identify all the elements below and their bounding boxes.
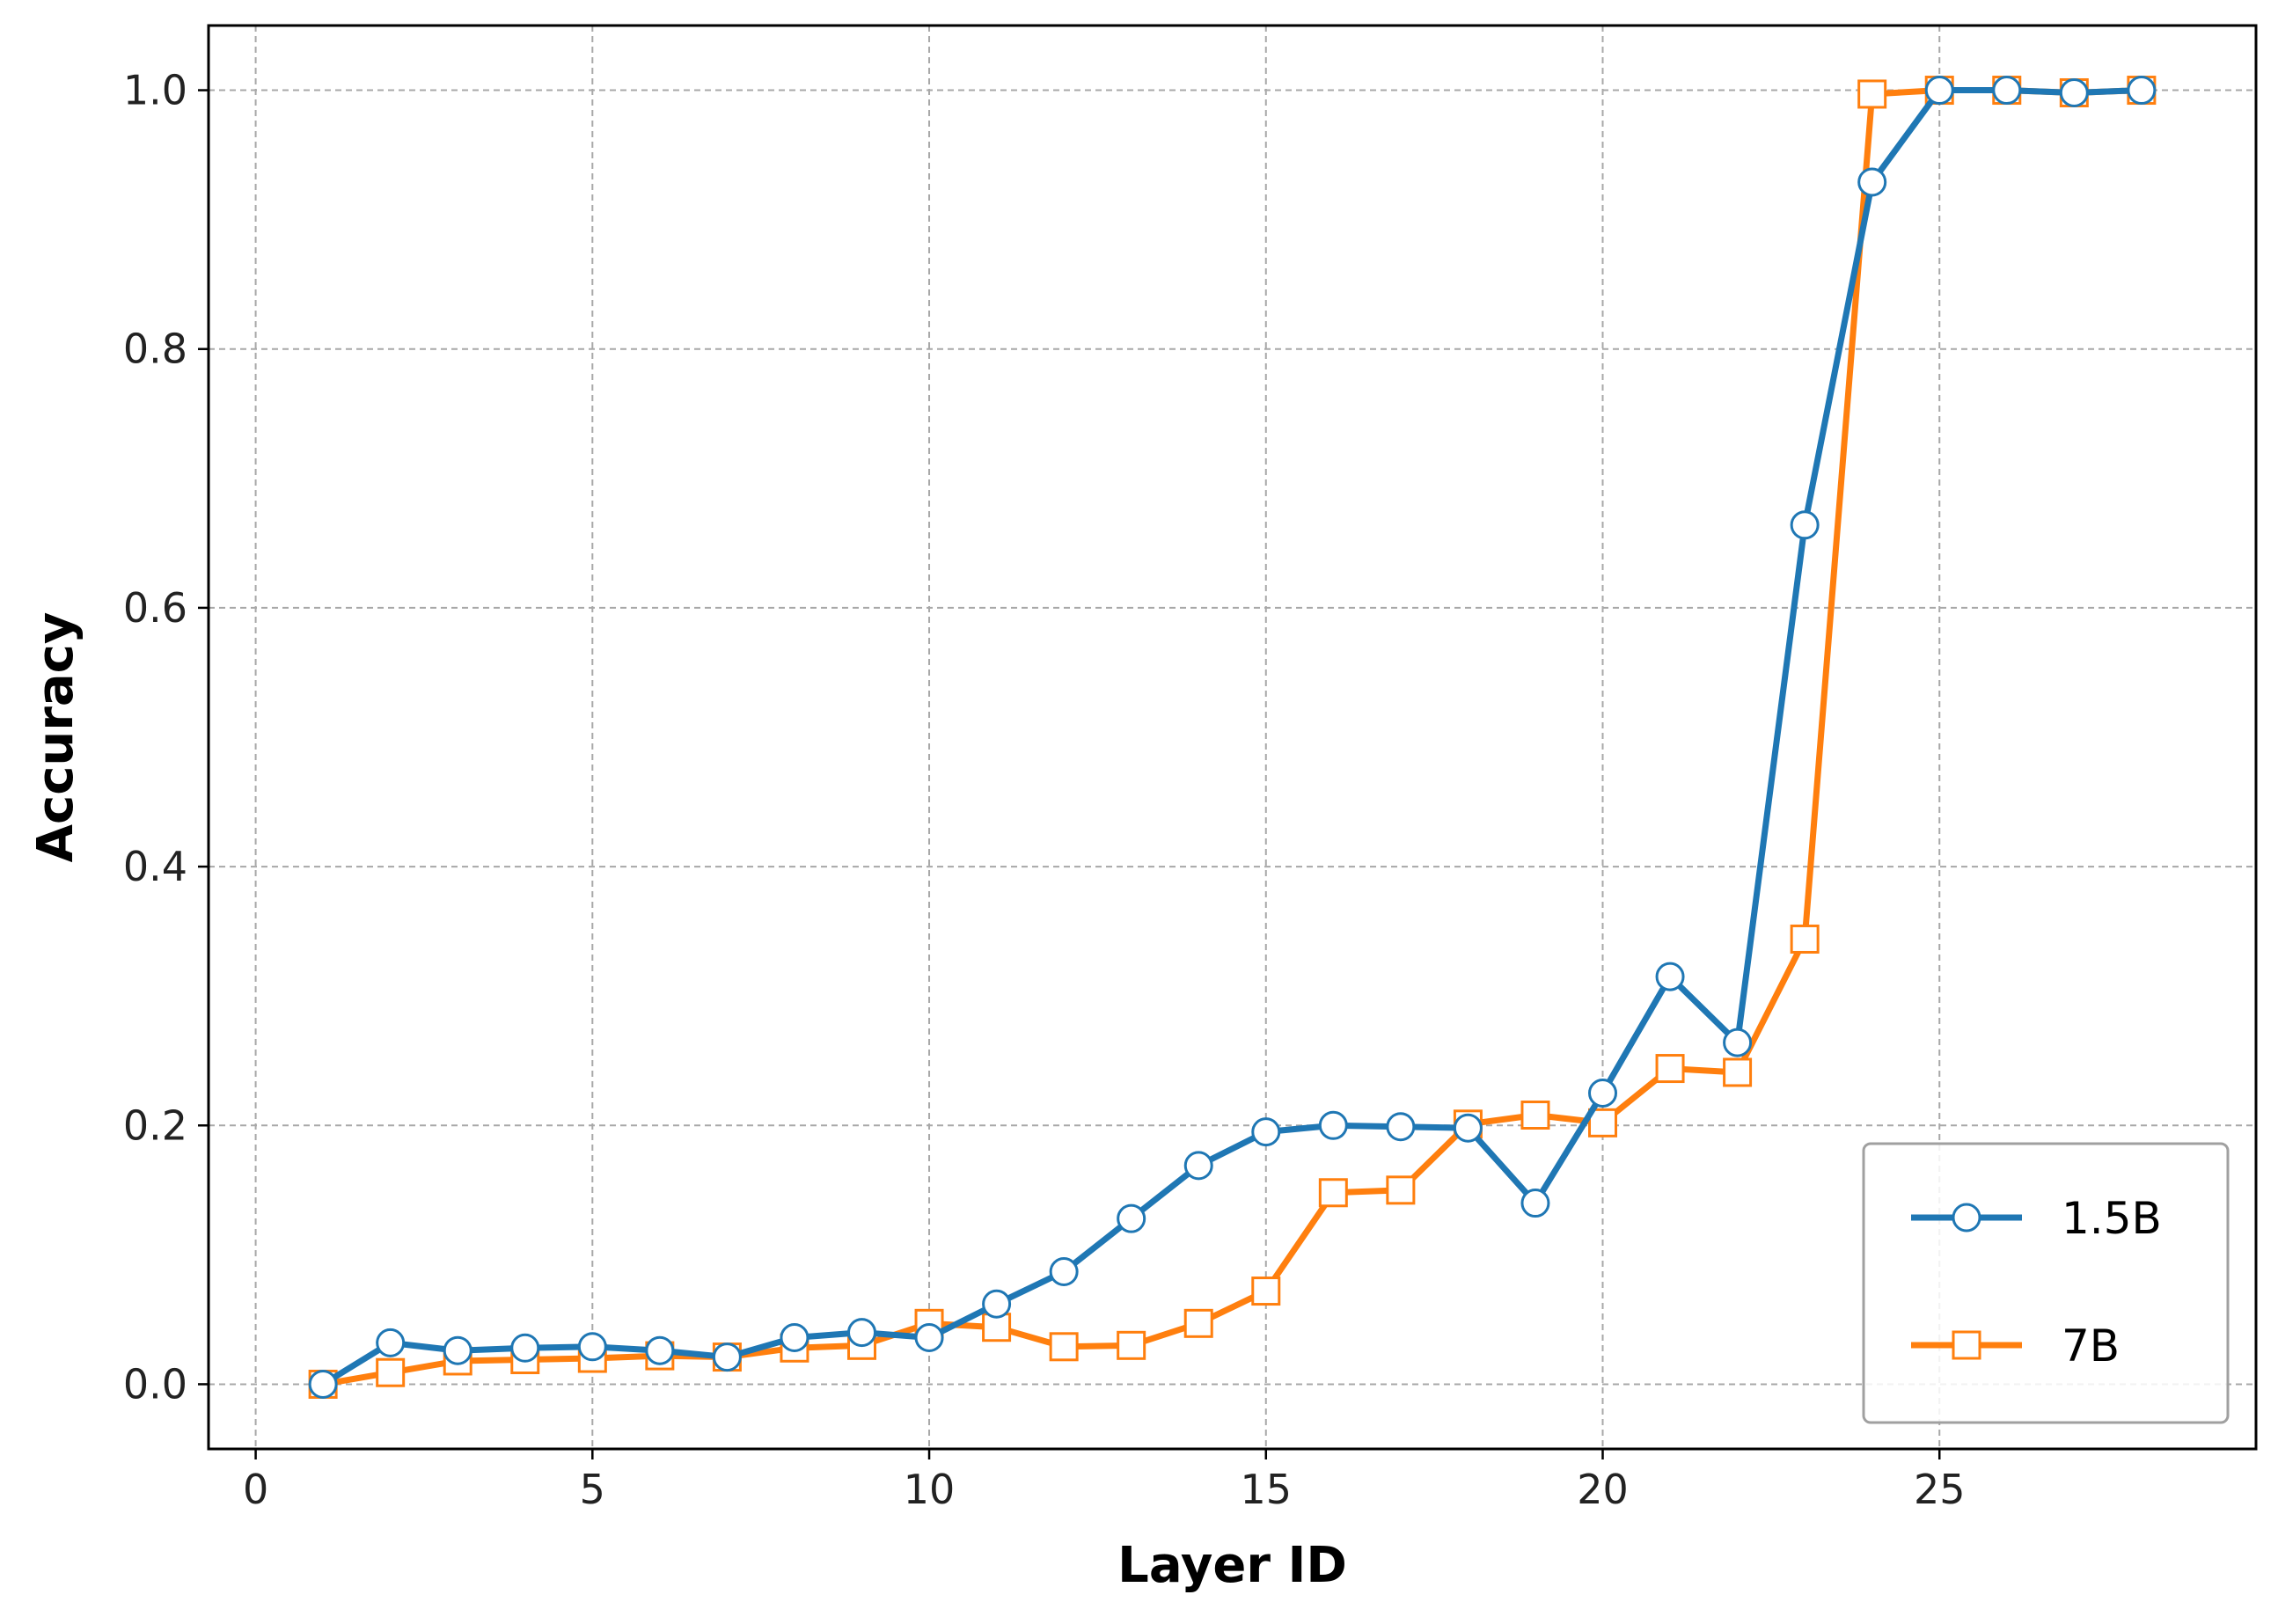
data-point-7b <box>1790 924 1820 954</box>
data-point-15b <box>1924 76 1954 106</box>
y-tick-label: 0.6 <box>123 584 187 632</box>
data-point-15b <box>1723 1028 1753 1057</box>
x-axis: 0 5 10 15 20 25 <box>243 1449 1966 1513</box>
data-point-7b <box>1117 1330 1146 1360</box>
data-point-15b <box>1251 1117 1281 1147</box>
data-point-15b <box>1183 1151 1213 1181</box>
data-point-7b <box>1049 1332 1079 1362</box>
data-point-15b <box>1318 1110 1348 1140</box>
data-point-7b <box>1588 1108 1618 1138</box>
data-point-7b <box>1723 1057 1753 1087</box>
legend-entry-7b: 7B <box>1911 1320 2120 1372</box>
data-point-7b <box>1857 79 1887 109</box>
data-point-7b <box>1386 1175 1416 1205</box>
y-axis-title: Accuracy <box>27 612 84 863</box>
data-point-15b <box>1655 962 1685 991</box>
series-15b <box>308 76 2157 1399</box>
legend-marker-7b <box>1952 1330 1981 1360</box>
data-point-15b <box>982 1289 1012 1319</box>
legend-marker-15b <box>1952 1203 1981 1233</box>
data-point-15b <box>2127 76 2157 106</box>
data-point-15b <box>577 1332 607 1362</box>
data-point-7b <box>1183 1308 1213 1338</box>
data-point-15b <box>2059 77 2089 107</box>
grid-lines <box>209 26 2256 1449</box>
legend-label-15b: 1.5B <box>2062 1193 2162 1244</box>
data-point-15b <box>712 1342 742 1372</box>
series-line-15b <box>321 87 2142 1387</box>
x-tick-label: 10 <box>904 1466 956 1513</box>
data-point-15b <box>443 1335 472 1365</box>
data-point-7b <box>376 1357 406 1387</box>
data-point-15b <box>780 1323 809 1353</box>
series-layer <box>308 76 2157 1399</box>
plot-frame <box>207 24 2258 1451</box>
data-point-15b <box>1520 1189 1550 1218</box>
series-line-7b <box>322 87 2142 1387</box>
x-tick-label: 5 <box>580 1466 605 1513</box>
data-point-15b <box>1790 510 1820 540</box>
data-point-7b <box>1251 1277 1281 1306</box>
data-point-7b <box>1655 1054 1685 1084</box>
x-axis-title: Layer ID <box>1117 1537 1347 1594</box>
data-point-15b <box>1049 1256 1079 1286</box>
data-point-7b <box>1520 1101 1550 1130</box>
y-tick-label: 0.2 <box>123 1101 187 1149</box>
data-point-15b <box>1117 1203 1146 1233</box>
legend-entry-15b: 1.5B <box>1911 1193 2162 1244</box>
x-tick-label: 15 <box>1240 1466 1292 1513</box>
data-point-15b <box>1857 167 1887 197</box>
y-tick-label: 1.0 <box>123 67 187 114</box>
data-point-15b <box>1588 1079 1618 1108</box>
data-point-15b <box>645 1335 675 1365</box>
x-tick-label: 20 <box>1577 1466 1629 1513</box>
data-point-15b <box>914 1323 944 1353</box>
y-tick-label: 0.8 <box>123 326 187 373</box>
x-tick-label: 0 <box>243 1466 268 1513</box>
data-point-15b <box>846 1318 876 1348</box>
data-point-15b <box>308 1369 338 1399</box>
x-tick-label: 25 <box>1914 1466 1966 1513</box>
y-tick-label: 0.0 <box>123 1360 187 1408</box>
data-point-15b <box>1992 76 2022 106</box>
y-axis: 0.0 0.2 0.4 0.6 0.8 1.0 <box>123 67 209 1408</box>
data-point-15b <box>1386 1112 1416 1142</box>
data-point-15b <box>510 1333 540 1363</box>
legend-label-7b: 7B <box>2062 1320 2120 1372</box>
y-tick-label: 0.4 <box>123 843 187 890</box>
data-point-15b <box>376 1328 406 1357</box>
data-point-7b <box>1318 1178 1348 1208</box>
legend: 1.5B 7B <box>1862 1142 2230 1424</box>
legend-box <box>1862 1142 2230 1424</box>
data-point-15b <box>1453 1113 1483 1143</box>
